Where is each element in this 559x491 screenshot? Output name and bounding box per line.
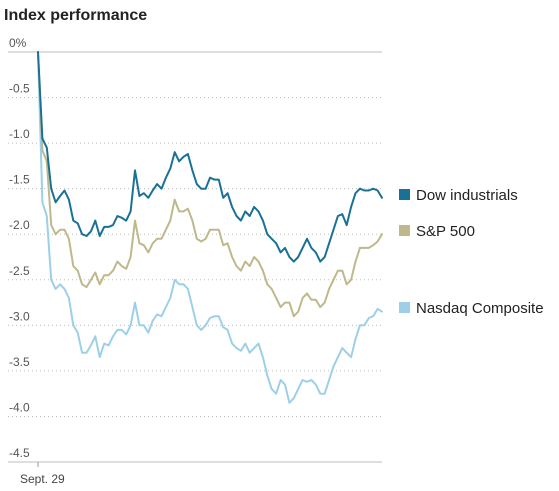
- y-tick-label: -4.0: [9, 400, 30, 414]
- y-tick-label: -1.0: [9, 127, 30, 141]
- legend-swatch-s-p-500: [399, 225, 410, 236]
- series-layer: [37, 51, 383, 404]
- legend-label-s-p-500: S&P 500: [416, 223, 475, 240]
- y-tick-label: -3.0: [9, 309, 30, 323]
- legend-label-dow-industrials: Dow industrials: [416, 187, 518, 204]
- legend: Dow industrials S&P 500 Nasdaq Composite: [399, 187, 544, 317]
- legend-swatch-nasdaq-composite: [399, 302, 410, 313]
- y-tick-label: -2.5: [9, 264, 30, 278]
- y-tick-label: -0.5: [9, 82, 30, 96]
- grid-layer: [8, 51, 382, 463]
- y-tick-label: -3.5: [9, 355, 30, 369]
- y-tick-label: -2.0: [9, 218, 30, 232]
- x-axis-ticks: Sept. 29: [20, 462, 65, 486]
- legend-swatch-dow-industrials: [399, 189, 410, 200]
- series-line-dow-industrials: [37, 51, 383, 263]
- chart-title: Index performance: [4, 7, 147, 24]
- y-tick-label: -1.5: [9, 173, 30, 187]
- series-line-nasdaq-composite: [37, 51, 383, 404]
- y-tick-label: 0%: [9, 36, 27, 50]
- x-tick-label: Sept. 29: [20, 472, 65, 486]
- y-tick-label: -4.5: [9, 446, 30, 460]
- legend-label-nasdaq-composite: Nasdaq Composite: [416, 300, 544, 317]
- series-line-s-p-500: [37, 51, 383, 318]
- y-axis-ticks: 0% -0.5 -1.0 -1.5 -2.0 -2.5 -3.0 -3.5 -4.0 -4.5: [9, 36, 30, 460]
